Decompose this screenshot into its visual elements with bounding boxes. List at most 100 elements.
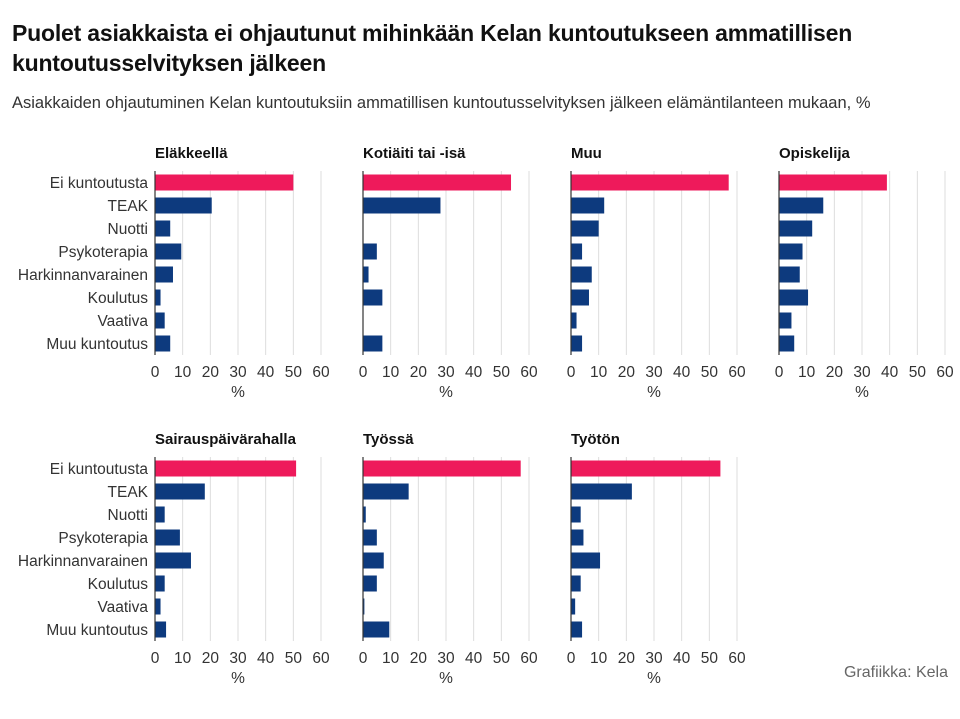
x-tick-label: 20 <box>618 650 636 667</box>
x-tick-label: 50 <box>285 650 303 667</box>
bar <box>571 483 632 500</box>
category-label: TEAK <box>108 198 149 215</box>
x-tick-label: 20 <box>202 364 220 381</box>
x-tick-label: 50 <box>909 364 927 381</box>
x-tick-label: 0 <box>359 650 368 667</box>
x-tick-label: 30 <box>645 650 663 667</box>
bar <box>363 483 409 500</box>
chart-subtitle: Asiakkaiden ohjautuminen Kelan kuntoutuk… <box>12 94 871 112</box>
bar <box>571 174 729 191</box>
bar <box>571 575 581 592</box>
x-tick-label: 30 <box>645 364 663 381</box>
x-tick-label: 0 <box>567 364 576 381</box>
x-tick-label: 10 <box>382 364 400 381</box>
bar <box>571 243 583 260</box>
bar <box>571 266 592 283</box>
bar <box>363 197 441 214</box>
bar <box>155 552 191 569</box>
bar <box>363 266 369 283</box>
bar <box>571 598 576 615</box>
x-axis-label: % <box>231 384 245 401</box>
bar <box>571 552 601 569</box>
x-tick-label: 0 <box>151 650 160 667</box>
bar <box>363 460 521 477</box>
bar <box>155 243 182 260</box>
panel-title: Työtön <box>571 431 620 448</box>
bar <box>155 220 171 237</box>
category-label: Harkinnanvarainen <box>18 553 148 570</box>
bar <box>363 289 383 306</box>
x-tick-label: 60 <box>312 364 330 381</box>
x-axis-label: % <box>855 384 869 401</box>
bar <box>571 220 599 237</box>
bar <box>363 243 377 260</box>
bar <box>779 174 887 191</box>
category-label: Muu kuntoutus <box>46 622 148 639</box>
category-label: Psykoterapia <box>58 244 148 261</box>
bar <box>779 335 795 352</box>
x-tick-label: 30 <box>229 364 247 381</box>
bar <box>155 529 180 546</box>
x-axis-label: % <box>231 670 245 687</box>
x-tick-label: 60 <box>520 364 538 381</box>
panel-title: Opiskelija <box>779 145 851 162</box>
category-label: Harkinnanvarainen <box>18 267 148 284</box>
bar <box>779 312 792 329</box>
credit-text: Grafiikka: Kela <box>843 664 948 681</box>
x-tick-label: 40 <box>673 650 691 667</box>
bar <box>155 575 165 592</box>
x-tick-label: 60 <box>728 650 746 667</box>
chart-title: Puolet asiakkaista ei ohjautunut mihinkä… <box>12 20 853 76</box>
bar <box>571 312 577 329</box>
bar <box>155 460 297 477</box>
x-tick-label: 50 <box>493 364 511 381</box>
x-tick-label: 30 <box>437 650 455 667</box>
x-tick-label: 20 <box>410 364 428 381</box>
panel-title: Muu <box>571 145 602 162</box>
x-tick-label: 40 <box>881 364 899 381</box>
bar <box>363 506 366 523</box>
x-axis-label: % <box>439 384 453 401</box>
bar <box>155 312 165 329</box>
category-label: Koulutus <box>88 290 149 307</box>
x-tick-label: 10 <box>590 364 608 381</box>
bar <box>571 529 584 546</box>
category-label: Psykoterapia <box>58 530 148 547</box>
x-tick-label: 0 <box>567 650 576 667</box>
x-tick-label: 20 <box>618 364 636 381</box>
bar <box>155 335 171 352</box>
category-label: Muu kuntoutus <box>46 336 148 353</box>
x-tick-label: 50 <box>701 650 719 667</box>
x-tick-label: 10 <box>798 364 816 381</box>
bar <box>363 598 365 615</box>
bar <box>571 335 583 352</box>
bar <box>779 289 809 306</box>
bar <box>155 197 212 214</box>
x-tick-label: 40 <box>257 650 275 667</box>
bar <box>363 575 377 592</box>
bar <box>571 621 583 638</box>
category-label: Nuotti <box>108 507 149 524</box>
bar <box>155 289 161 306</box>
panel-title: Kotiäiti tai -isä <box>363 145 466 162</box>
x-tick-label: 60 <box>312 650 330 667</box>
bar <box>363 621 390 638</box>
x-tick-label: 40 <box>465 364 483 381</box>
x-tick-label: 20 <box>202 650 220 667</box>
category-label: Vaativa <box>97 313 148 330</box>
bar <box>363 552 384 569</box>
x-tick-label: 10 <box>590 650 608 667</box>
x-axis-label: % <box>439 670 453 687</box>
bar <box>155 266 173 283</box>
category-label: Ei kuntoutusta <box>50 175 149 192</box>
bar <box>363 529 377 546</box>
bar <box>363 335 383 352</box>
bar <box>571 197 605 214</box>
panel-title: Sairauspäivärahalla <box>155 431 297 448</box>
bar <box>155 598 161 615</box>
x-tick-label: 50 <box>493 650 511 667</box>
bar <box>155 621 167 638</box>
x-tick-label: 30 <box>853 364 871 381</box>
x-tick-label: 10 <box>382 650 400 667</box>
category-label: Koulutus <box>88 576 149 593</box>
